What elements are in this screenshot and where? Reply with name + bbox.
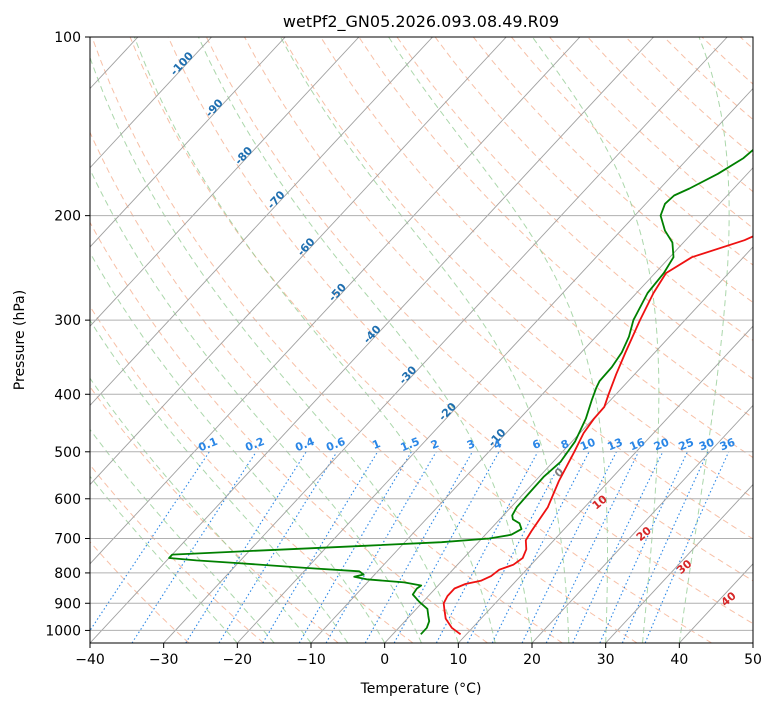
isotherm-line: [458, 325, 753, 643]
mixing-ratio-label: 8: [559, 437, 571, 452]
mixing-ratio-line: [185, 451, 307, 643]
isotherm-line: [237, 87, 753, 643]
y-tick-label: 500: [54, 445, 81, 461]
mixing-ratio-label: 25: [677, 436, 696, 454]
x-tick-label: −40: [75, 652, 105, 668]
moist-adiabat-line: [90, 319, 349, 643]
x-tick-label: 30: [597, 652, 615, 668]
mixing-ratio-line: [521, 451, 617, 643]
dry-adiabat-line: [167, 37, 753, 625]
x-tick-label: 20: [523, 652, 541, 668]
dry-adiabat-line: [434, 37, 753, 341]
mixing-ratio-label: 10: [578, 436, 597, 454]
mixing-ratio-label: 13: [606, 436, 625, 454]
isotherm-line: [310, 167, 753, 643]
moist-adiabat-line: [531, 37, 660, 643]
isotherm-line: [90, 37, 360, 327]
isotherm-line: [90, 37, 212, 169]
temperature-profile-line: [442, 235, 753, 636]
isotherm-line: [531, 404, 753, 643]
dry-adiabat-line: [90, 131, 563, 643]
isotherm-line: [90, 37, 286, 248]
moist-adiabat-line: [90, 168, 422, 643]
x-tick-label: −20: [223, 652, 253, 668]
mixing-ratio-line: [364, 451, 473, 643]
x-tick-label: 0: [380, 652, 389, 668]
y-tick-label: 300: [54, 313, 81, 329]
mixing-ratio-line: [90, 451, 210, 632]
y-tick-label: 600: [54, 492, 81, 508]
mixing-ratio-line: [621, 451, 709, 643]
isotherm-line: [163, 37, 728, 643]
mixing-ratio-label: 16: [628, 436, 647, 454]
x-tick-label: 40: [670, 652, 688, 668]
x-tick-label: 50: [744, 652, 762, 668]
moist-adiabat-line: [90, 251, 386, 643]
isotherm-line: [90, 37, 507, 486]
dry-adiabat-line: [129, 37, 712, 643]
x-axis-label: Temperature (°C): [360, 681, 482, 697]
mixing-ratio-line: [435, 451, 539, 643]
moist-adiabat-line: [678, 37, 730, 643]
moist-adiabat-line: [280, 37, 570, 643]
y-tick-label: 800: [54, 566, 81, 582]
dry-adiabat-line: [90, 464, 264, 643]
moist-adiabat-line: [90, 55, 459, 643]
dry-adiabat-line: [91, 37, 638, 643]
x-tick-label: 10: [449, 652, 467, 668]
moist-adiabat-line: [198, 37, 533, 643]
mixing-ratio-label: 36: [718, 436, 737, 454]
mixing-ratio-label: 30: [697, 436, 716, 454]
y-tick-label: 100: [54, 30, 81, 46]
dry-adiabat-line: [205, 37, 753, 582]
y-tick-label: 700: [54, 532, 81, 548]
isotherm-line: [605, 483, 753, 643]
dry-adiabat-line: [472, 37, 753, 304]
dry-adiabat-line: [90, 541, 190, 643]
dry-adiabat-line: [282, 37, 753, 499]
isotherm-line: [90, 37, 654, 643]
dry-adiabat-line: [396, 37, 753, 380]
mixing-ratio-line: [262, 451, 379, 643]
dry-adiabat-line: [244, 37, 753, 540]
y-tick-label: 200: [54, 209, 81, 225]
y-tick-label: 400: [54, 387, 81, 403]
dry-adiabat-line: [90, 221, 488, 643]
mixing-ratio-line: [491, 451, 590, 643]
mixing-ratio-label: 1: [370, 437, 382, 452]
y-tick-label: 1000: [45, 623, 81, 639]
x-tick-label: −10: [296, 652, 326, 668]
y-axis-label: Pressure (hPa): [12, 290, 28, 390]
moist-adiabat-line: [388, 37, 608, 643]
mixing-ratio-label: 20: [652, 436, 671, 454]
mixing-ratio-label: 3: [465, 437, 477, 452]
x-tick-label: −30: [149, 652, 179, 668]
isotherm-line: [90, 37, 433, 407]
plot-frame: [89, 36, 754, 644]
y-tick-label: 900: [54, 596, 81, 612]
mixing-ratio-label: 2: [429, 437, 441, 452]
chart-title: wetPf2_GN05.2026.093.08.49.R09: [283, 12, 559, 32]
isotherm-line: [384, 246, 753, 643]
moist-adiabat-line: [133, 37, 496, 643]
dewpoint-profile-line: [168, 148, 753, 635]
isotherm-line: [90, 37, 581, 565]
mixing-ratio-line: [393, 451, 500, 643]
